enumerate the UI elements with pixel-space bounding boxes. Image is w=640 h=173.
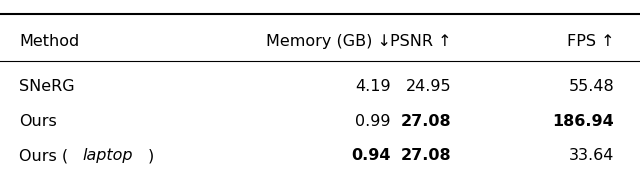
- Text: FPS ↑: FPS ↑: [567, 34, 614, 49]
- Text: Memory (GB) ↓: Memory (GB) ↓: [266, 34, 390, 49]
- Text: 186.94: 186.94: [553, 114, 614, 129]
- Text: 55.48: 55.48: [569, 79, 614, 94]
- Text: PSNR ↑: PSNR ↑: [390, 34, 451, 49]
- Text: 27.08: 27.08: [401, 114, 451, 129]
- Text: Ours (: Ours (: [19, 148, 68, 163]
- Text: Ours: Ours: [19, 114, 57, 129]
- Text: 27.08: 27.08: [401, 148, 451, 163]
- Text: laptop: laptop: [83, 148, 133, 163]
- Text: 4.19: 4.19: [355, 79, 390, 94]
- Text: ): ): [148, 148, 154, 163]
- Text: 33.64: 33.64: [569, 148, 614, 163]
- Text: SNeRG: SNeRG: [19, 79, 75, 94]
- Text: 0.99: 0.99: [355, 114, 390, 129]
- Text: 24.95: 24.95: [406, 79, 451, 94]
- Text: 0.94: 0.94: [351, 148, 390, 163]
- Text: Method: Method: [19, 34, 79, 49]
